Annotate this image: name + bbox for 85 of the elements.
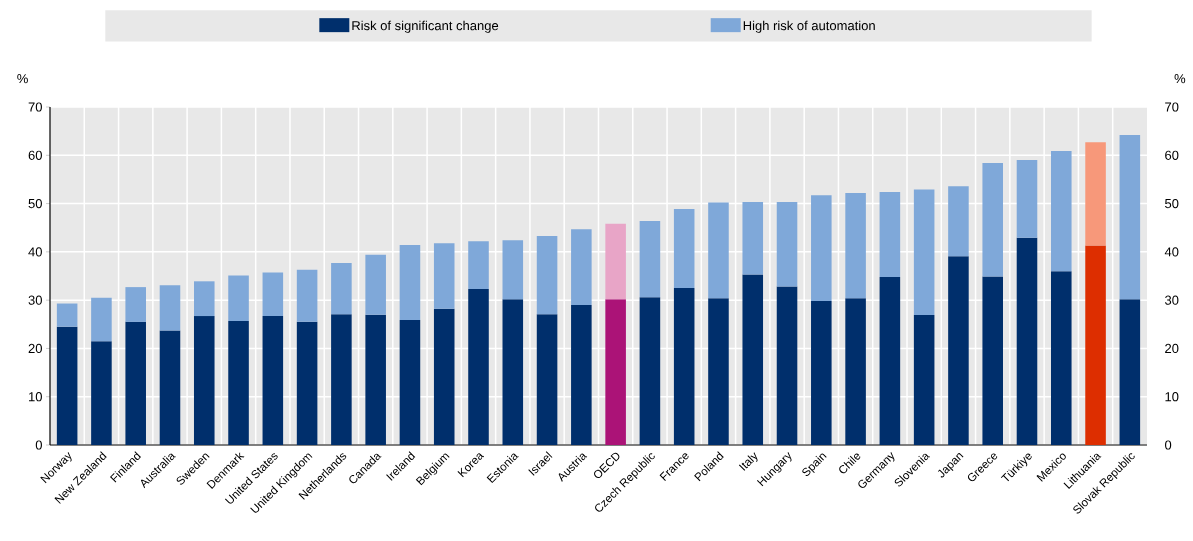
bar bbox=[331, 314, 352, 445]
bar bbox=[296, 269, 318, 322]
bar bbox=[365, 254, 386, 315]
bar bbox=[262, 316, 284, 445]
bar bbox=[605, 223, 626, 300]
y2-tick-label: 30 bbox=[1165, 295, 1179, 305]
y-tick-label: 70 bbox=[28, 102, 42, 112]
bar bbox=[536, 314, 558, 445]
bar bbox=[1119, 135, 1141, 300]
bar bbox=[982, 276, 1003, 445]
bar bbox=[1016, 160, 1038, 238]
y-axis-title: % bbox=[17, 74, 28, 84]
bar bbox=[1085, 245, 1106, 445]
bar bbox=[639, 297, 661, 445]
bar bbox=[742, 274, 764, 445]
y2-tick-label: 20 bbox=[1165, 343, 1179, 354]
bar bbox=[673, 288, 695, 445]
bar bbox=[776, 202, 798, 287]
bar bbox=[296, 321, 318, 445]
bar bbox=[56, 303, 78, 327]
y-tick-label: 60 bbox=[28, 150, 42, 160]
bar bbox=[1050, 271, 1072, 445]
bar bbox=[708, 202, 729, 299]
bar bbox=[468, 241, 489, 290]
bar bbox=[502, 240, 524, 300]
bar bbox=[125, 287, 146, 322]
bar bbox=[502, 299, 524, 445]
bar bbox=[1050, 150, 1072, 272]
y2-tick-label: 50 bbox=[1165, 198, 1179, 209]
bar bbox=[913, 315, 935, 445]
bar bbox=[845, 192, 866, 299]
bar bbox=[639, 220, 661, 298]
bar bbox=[1119, 299, 1141, 445]
bar bbox=[365, 314, 386, 445]
y-tick-label: 30 bbox=[28, 295, 42, 305]
bar bbox=[91, 297, 112, 342]
bar bbox=[673, 208, 695, 289]
y2-tick-label: 40 bbox=[1164, 247, 1179, 257]
bar bbox=[159, 330, 181, 445]
bar bbox=[982, 163, 1003, 277]
bar bbox=[1016, 237, 1038, 445]
y2-tick-label: 60 bbox=[1165, 150, 1179, 160]
bar bbox=[193, 281, 215, 317]
y-tick-label: 20 bbox=[28, 343, 42, 354]
bar bbox=[571, 304, 592, 445]
bar bbox=[262, 272, 284, 317]
y-tick-label: 40 bbox=[28, 247, 42, 257]
bar bbox=[159, 285, 181, 331]
y-tick-label: 10 bbox=[29, 392, 42, 402]
x-tick-label: Italy bbox=[738, 452, 758, 471]
bar bbox=[433, 243, 455, 309]
bar bbox=[56, 326, 78, 445]
bar bbox=[913, 189, 935, 316]
bar bbox=[125, 321, 146, 445]
bar bbox=[948, 256, 969, 445]
y2-axis-title: % bbox=[1174, 74, 1186, 84]
bar bbox=[845, 298, 866, 445]
bar bbox=[228, 275, 249, 321]
bar bbox=[399, 245, 421, 320]
bar bbox=[433, 308, 455, 445]
bar bbox=[468, 289, 489, 445]
bar bbox=[811, 301, 832, 445]
bar bbox=[879, 191, 901, 277]
y2-tick-label: 0 bbox=[1165, 440, 1172, 450]
bar bbox=[776, 286, 798, 445]
bar bbox=[331, 262, 352, 315]
y-tick-label: 50 bbox=[28, 198, 42, 209]
bar bbox=[811, 195, 832, 302]
y-tick-label: 0 bbox=[35, 440, 42, 450]
bar bbox=[708, 298, 729, 445]
bar bbox=[399, 319, 421, 445]
bar bbox=[948, 186, 969, 257]
bar bbox=[571, 229, 592, 305]
bar bbox=[1085, 142, 1106, 246]
bar bbox=[193, 316, 215, 445]
bar bbox=[879, 276, 901, 445]
bar bbox=[742, 202, 764, 275]
bar bbox=[536, 235, 558, 315]
y2-tick-label: 10 bbox=[1165, 392, 1179, 402]
bar bbox=[228, 320, 249, 445]
bar bbox=[91, 341, 112, 445]
y2-tick-label: 70 bbox=[1165, 102, 1179, 112]
legend-label: Risk of significant change bbox=[352, 20, 499, 33]
bar bbox=[605, 299, 626, 445]
legend-label: High risk of automation bbox=[743, 20, 875, 33]
